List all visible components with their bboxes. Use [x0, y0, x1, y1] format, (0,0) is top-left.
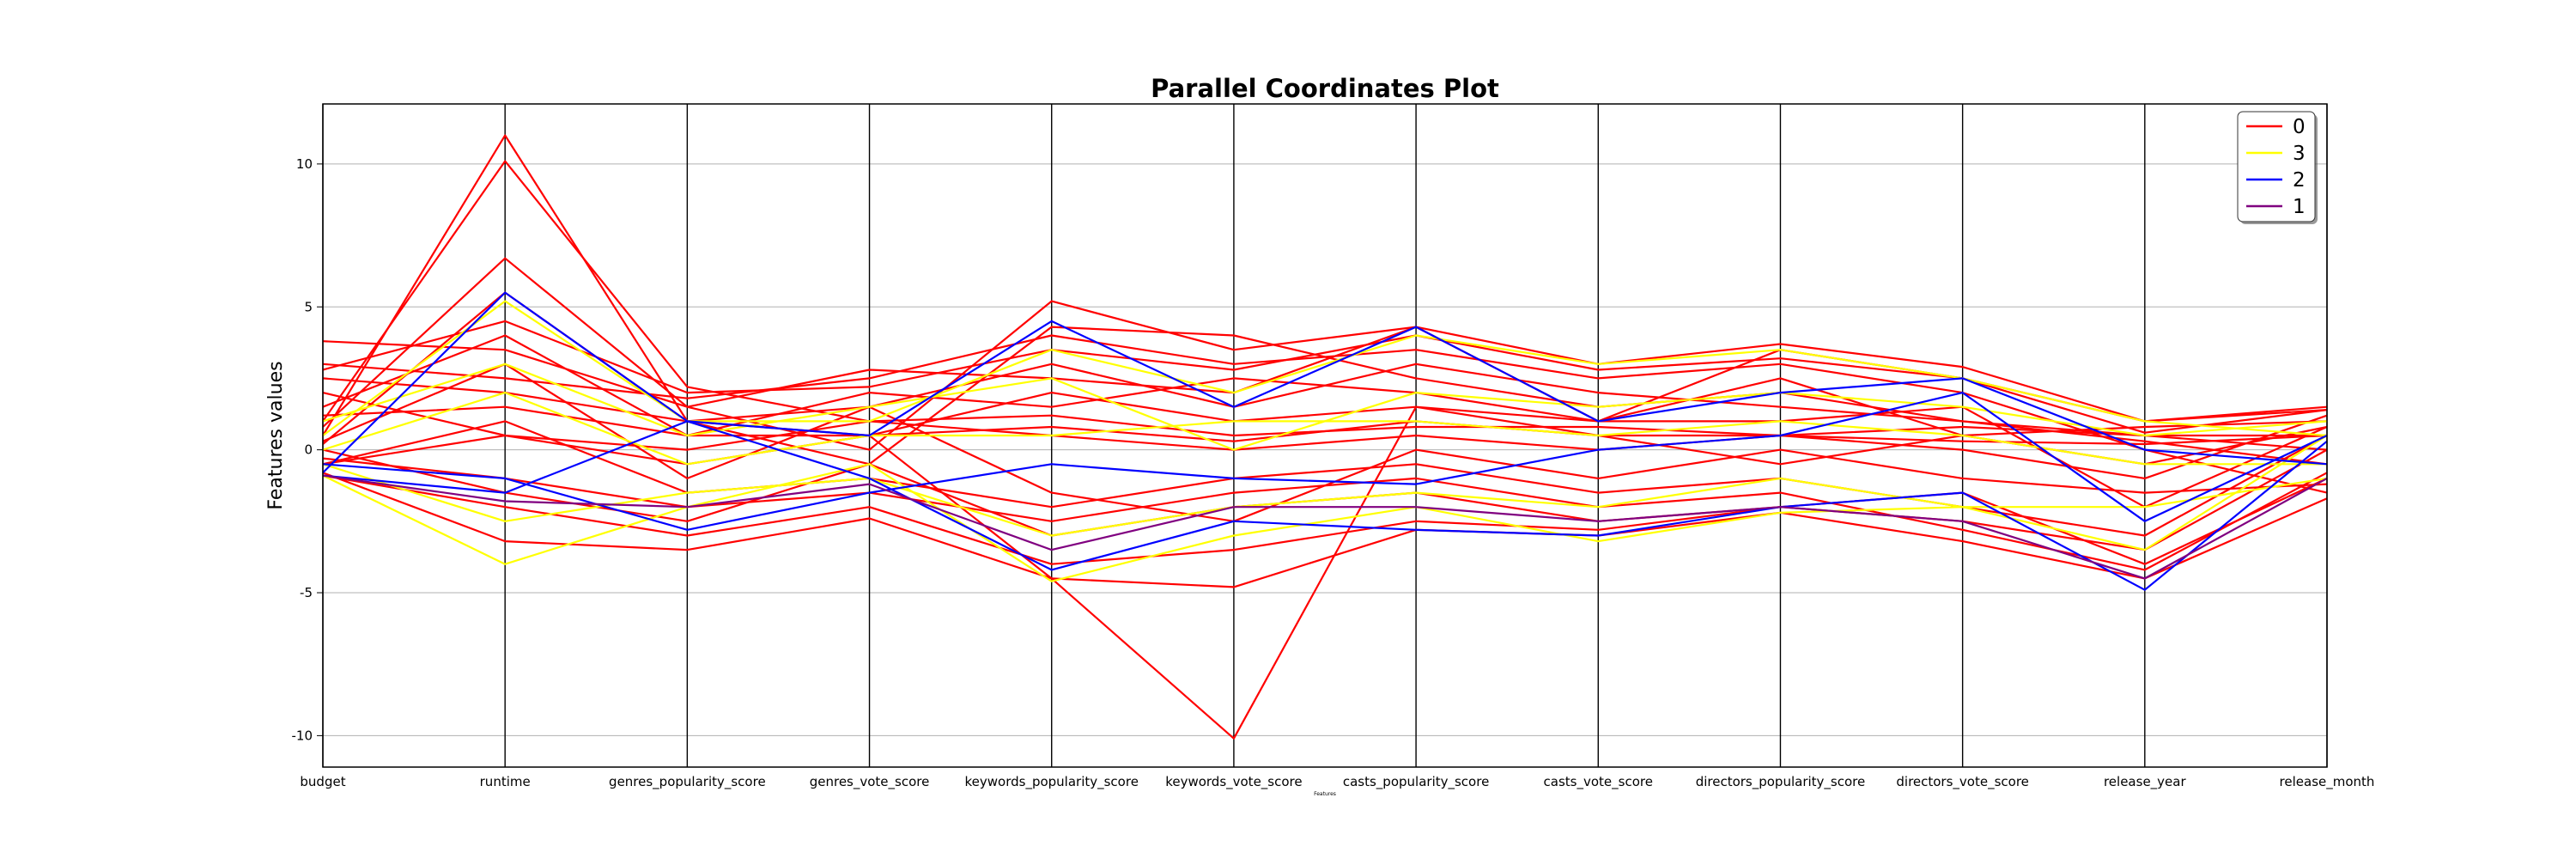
- legend-label: 2: [2293, 169, 2306, 192]
- x-tick-label: casts_vote_score: [1544, 774, 1653, 790]
- x-tick-label: keywords_popularity_score: [965, 774, 1139, 790]
- legend-label: 3: [2293, 143, 2306, 165]
- x-tick-label: directors_vote_score: [1896, 774, 2029, 790]
- series-line-class-2: [322, 420, 2328, 591]
- x-tick-label: directors_popularity_score: [1696, 774, 1866, 790]
- x-axis-label: Features: [1314, 791, 1336, 797]
- legend-box: [2237, 111, 2316, 222]
- x-tick-label: genres_vote_score: [810, 774, 930, 790]
- series-lines: [322, 134, 2328, 740]
- legend: 0 3 2 1: [2237, 111, 2318, 224]
- y-tick-label: -5: [300, 585, 313, 600]
- series-line-class-1: [322, 474, 2328, 580]
- x-tick-label: genres_popularity_score: [609, 774, 766, 790]
- x-tick-label: release_year: [2104, 774, 2186, 790]
- x-tick-label: release_month: [2280, 774, 2375, 790]
- series-line-class-3: [322, 463, 2328, 537]
- series-line-class-3: [322, 300, 2328, 437]
- plot-frame: [322, 103, 2328, 768]
- x-tick-label: casts_popularity_score: [1343, 774, 1489, 790]
- y-tick-label: -10: [292, 728, 313, 743]
- series-line-class-0: [322, 334, 2328, 437]
- series-line-class-3: [322, 435, 2328, 582]
- series-line-class-2: [322, 291, 2328, 474]
- y-tick-label: 10: [296, 156, 313, 172]
- legend-label: 0: [2293, 116, 2306, 138]
- grid: [323, 163, 2327, 736]
- y-tick-label: 5: [304, 299, 313, 314]
- x-ticks: budget runtime genres_popularity_score genr…: [300, 774, 2374, 790]
- series-line-class-0: [322, 448, 2328, 565]
- series-line-class-0: [322, 392, 2328, 509]
- series-line-class-2: [322, 392, 2328, 531]
- x-tick-label: runtime: [480, 774, 531, 789]
- series-line-class-0: [322, 392, 2328, 480]
- series-line-class-0: [322, 472, 2328, 588]
- series-line-class-3: [322, 362, 2328, 451]
- series-line-class-0: [322, 420, 2328, 537]
- series-line-class-0: [322, 160, 2328, 451]
- x-tick-label: keywords_vote_score: [1165, 774, 1302, 790]
- series-line-class-0: [322, 334, 2328, 494]
- y-tick-label: 0: [304, 442, 313, 458]
- x-tick-label: budget: [300, 774, 345, 789]
- series-line-class-0: [322, 326, 2328, 423]
- chart-title: Parallel Coordinates Plot: [1151, 74, 1499, 103]
- y-ticks: -10 -5 0 5 10: [292, 156, 323, 743]
- series-line-class-0: [322, 457, 2328, 571]
- legend-label: 1: [2293, 196, 2306, 218]
- series-line-class-0: [322, 320, 2328, 434]
- y-axis-label: Features values: [265, 361, 287, 509]
